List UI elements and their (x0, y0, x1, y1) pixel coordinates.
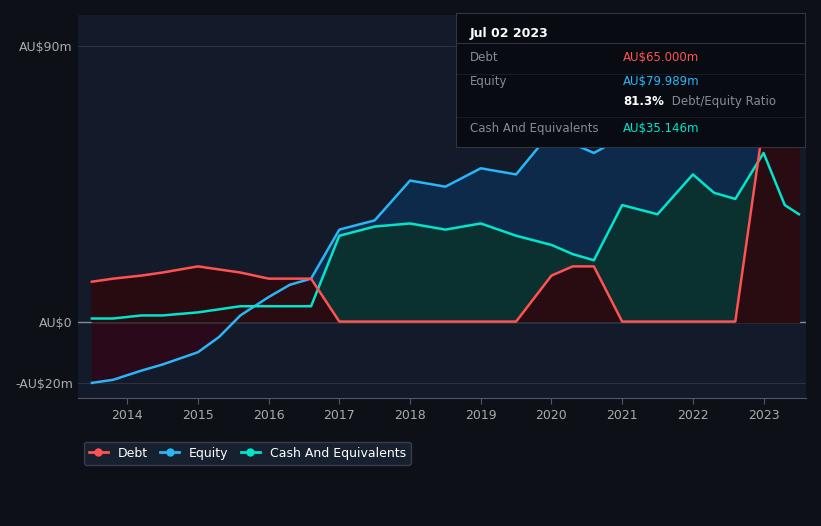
Text: Debt/Equity Ratio: Debt/Equity Ratio (668, 95, 777, 108)
Text: Cash And Equivalents: Cash And Equivalents (470, 122, 599, 135)
Text: AU$65.000m: AU$65.000m (623, 51, 699, 64)
Text: Equity: Equity (470, 75, 507, 88)
Text: Debt: Debt (470, 51, 498, 64)
Text: Jul 02 2023: Jul 02 2023 (470, 26, 548, 39)
Text: 81.3%: 81.3% (623, 95, 664, 108)
Legend: Debt, Equity, Cash And Equivalents: Debt, Equity, Cash And Equivalents (84, 442, 411, 465)
Text: AU$35.146m: AU$35.146m (623, 122, 699, 135)
Text: AU$79.989m: AU$79.989m (623, 75, 699, 88)
